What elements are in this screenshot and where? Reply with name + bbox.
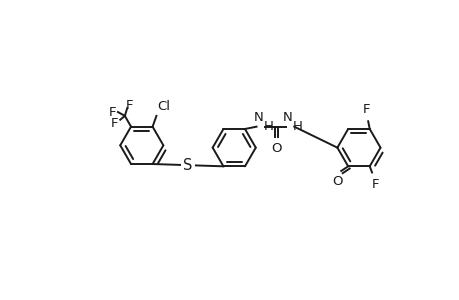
Text: F: F	[125, 99, 133, 112]
Text: O: O	[331, 175, 342, 188]
Text: Cl: Cl	[157, 100, 170, 113]
Text: H: H	[292, 120, 302, 133]
Text: F: F	[371, 178, 379, 191]
Text: S: S	[183, 158, 192, 173]
Text: O: O	[271, 142, 281, 155]
Text: F: F	[110, 117, 118, 130]
Text: F: F	[109, 106, 116, 119]
Text: F: F	[362, 103, 369, 116]
Text: N: N	[283, 111, 292, 124]
Text: N: N	[253, 111, 263, 124]
Text: H: H	[263, 120, 273, 133]
